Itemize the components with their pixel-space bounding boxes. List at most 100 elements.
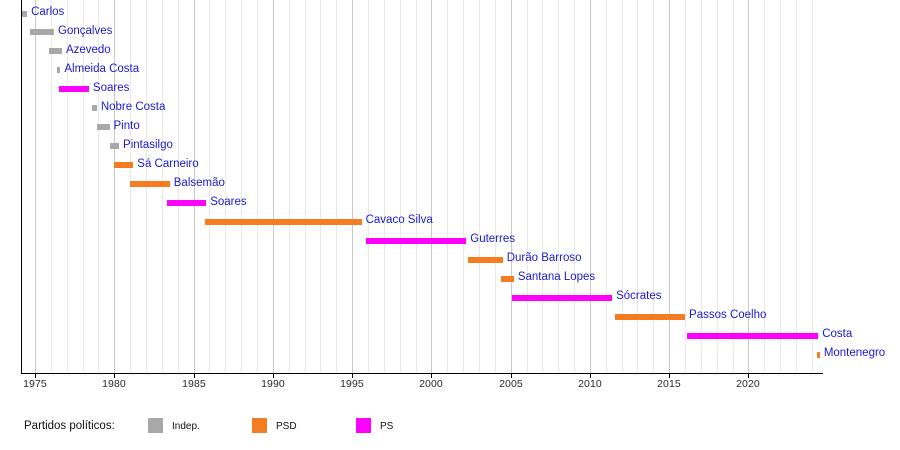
tick-mark-1975 bbox=[35, 373, 36, 378]
gridline-1994 bbox=[336, 0, 337, 373]
gridline-2008 bbox=[558, 0, 559, 373]
bar-label-santana-lopes: Santana Lopes bbox=[517, 271, 596, 284]
bar-label-carlos: Carlos bbox=[31, 6, 65, 18]
tick-mark-2010 bbox=[590, 373, 591, 378]
gridline-2009 bbox=[574, 0, 575, 373]
tick-mark-1990 bbox=[273, 373, 274, 378]
bar-balsem-o[interactable] bbox=[130, 181, 170, 188]
tick-mark-1995 bbox=[352, 373, 353, 378]
gridline-1992 bbox=[305, 0, 306, 373]
bar-pintasilgo[interactable] bbox=[109, 143, 120, 150]
bar-gon-alves[interactable] bbox=[30, 29, 55, 36]
tick-mark-1980 bbox=[114, 373, 115, 378]
bar-dur-o-barroso[interactable] bbox=[467, 256, 503, 263]
bar-label-balsem-o: Balsemão bbox=[173, 176, 225, 189]
gridline-2014 bbox=[653, 0, 654, 373]
x-tick-label-2015: 2015 bbox=[657, 378, 681, 390]
gridline-2019 bbox=[733, 0, 734, 373]
plot-area: Carlos Gonçalves Azevedo Almeida Costa Soare… bbox=[21, 0, 886, 378]
gridline-2016 bbox=[685, 0, 686, 373]
gridline-1978 bbox=[83, 0, 84, 373]
x-tick-label-2005: 2005 bbox=[499, 378, 523, 390]
gridline-2005 bbox=[511, 0, 512, 373]
gridline-1990 bbox=[273, 0, 274, 373]
legend-swatch-indep bbox=[148, 418, 163, 433]
x-tick-label-1990: 1990 bbox=[261, 378, 285, 390]
gridline-2023 bbox=[796, 0, 797, 373]
gridline-2018 bbox=[717, 0, 718, 373]
gridline-1997 bbox=[384, 0, 385, 373]
gridline-2015 bbox=[669, 0, 670, 373]
bar-s-crates[interactable] bbox=[512, 294, 613, 301]
bar-pinto[interactable] bbox=[96, 124, 110, 131]
bar-label-costa: Costa bbox=[822, 328, 853, 341]
bar-almeida-costa[interactable] bbox=[57, 67, 61, 74]
gridline-2000 bbox=[431, 0, 432, 373]
gridline-1987 bbox=[225, 0, 226, 373]
gridline-1976 bbox=[51, 0, 52, 373]
gridline-1977 bbox=[67, 0, 68, 373]
legend-label-ps: PS bbox=[380, 421, 394, 432]
bar-label-pinto: Pinto bbox=[113, 119, 140, 132]
bar-carlos[interactable] bbox=[22, 10, 28, 17]
bar-label-soares: Soares bbox=[92, 81, 130, 94]
tick-mark-1985 bbox=[194, 373, 195, 378]
bar-label-s-crates: Sócrates bbox=[616, 290, 662, 303]
x-tick-label-1975: 1975 bbox=[23, 378, 47, 390]
gridline-1991 bbox=[289, 0, 290, 373]
legend: Partidos políticos: Indep. PSD PS bbox=[0, 406, 900, 450]
bar-label-almeida-costa: Almeida Costa bbox=[64, 62, 140, 75]
legend-label-indep: Indep. bbox=[172, 421, 200, 432]
bar-soares[interactable] bbox=[166, 200, 207, 206]
gridline-1988 bbox=[241, 0, 242, 373]
x-tick-label-1980: 1980 bbox=[102, 378, 126, 390]
bar-nobre-costa[interactable] bbox=[92, 105, 97, 112]
gridline-2010 bbox=[590, 0, 591, 373]
bar-label-dur-o-barroso: Durão Barroso bbox=[506, 252, 582, 265]
bar-s-carneiro[interactable] bbox=[114, 162, 134, 169]
bar-label-nobre-costa: Nobre Costa bbox=[100, 100, 166, 113]
bar-cavaco-silva[interactable] bbox=[204, 218, 362, 225]
x-tick-label-1985: 1985 bbox=[182, 378, 206, 390]
gridline-2024 bbox=[812, 0, 813, 373]
gridline-1993 bbox=[320, 0, 321, 373]
gridline-1999 bbox=[416, 0, 417, 373]
x-tick-label-2010: 2010 bbox=[578, 378, 602, 390]
y-axis-line bbox=[21, 0, 22, 373]
bar-label-soares: Soares bbox=[210, 195, 247, 208]
bar-label-guterres: Guterres bbox=[470, 233, 515, 246]
gridline-2012 bbox=[622, 0, 623, 373]
bar-label-montenegro: Montenegro bbox=[823, 347, 886, 360]
bar-label-pintasilgo: Pintasilgo bbox=[123, 138, 173, 151]
gridline-1985 bbox=[194, 0, 195, 373]
bar-guterres[interactable] bbox=[366, 237, 467, 244]
gridline-1979 bbox=[98, 0, 99, 373]
bar-label-passos-coelho: Passos Coelho bbox=[689, 309, 767, 322]
bar-santana-lopes[interactable] bbox=[501, 275, 514, 282]
gridline-2003 bbox=[479, 0, 480, 373]
x-tick-label-2020: 2020 bbox=[736, 378, 760, 390]
gridline-1989 bbox=[257, 0, 258, 373]
gridline-2013 bbox=[637, 0, 638, 373]
gridline-2006 bbox=[527, 0, 528, 373]
legend-title: Partidos políticos: bbox=[24, 420, 115, 432]
bar-costa[interactable] bbox=[686, 332, 819, 339]
gridline-1980 bbox=[114, 0, 115, 373]
bar-label-azevedo: Azevedo bbox=[65, 43, 111, 56]
bar-montenegro[interactable] bbox=[816, 351, 820, 358]
legend-swatch-ps bbox=[356, 418, 371, 433]
tick-mark-2005 bbox=[511, 373, 512, 378]
tick-mark-2020 bbox=[748, 373, 749, 378]
gridline-2017 bbox=[701, 0, 702, 373]
gridline-2022 bbox=[780, 0, 781, 373]
gridline-2020 bbox=[748, 0, 749, 373]
bar-passos-coelho[interactable] bbox=[615, 313, 686, 320]
gridline-1986 bbox=[209, 0, 210, 373]
bar-soares[interactable] bbox=[58, 86, 89, 93]
gridline-2011 bbox=[606, 0, 607, 373]
gridline-2004 bbox=[495, 0, 496, 373]
bar-azevedo[interactable] bbox=[49, 48, 62, 55]
gridline-1996 bbox=[368, 0, 369, 373]
gridline-1998 bbox=[400, 0, 401, 373]
